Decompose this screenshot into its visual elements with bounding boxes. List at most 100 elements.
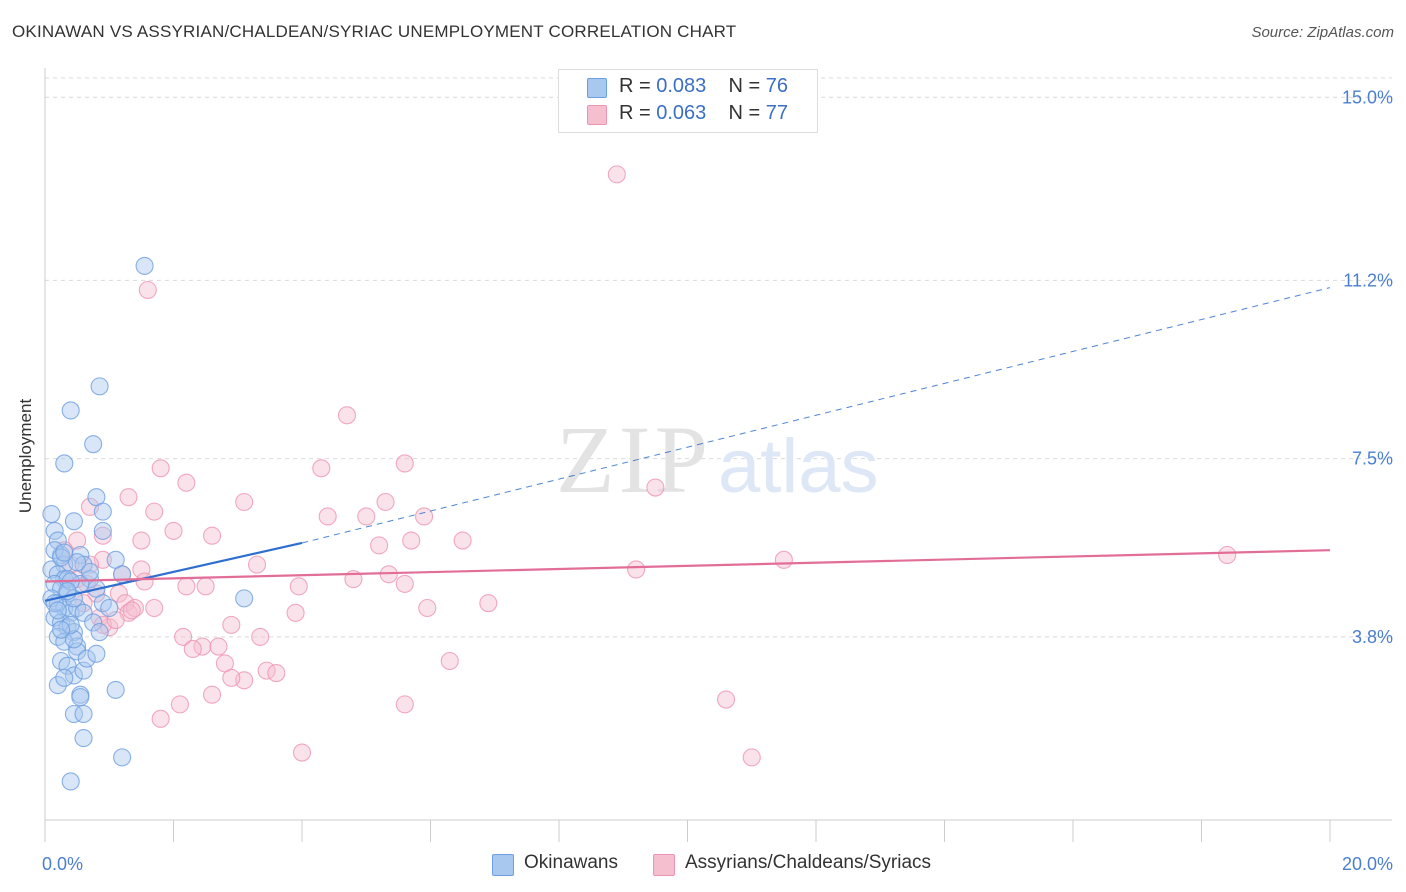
assyrians-point <box>289 577 308 596</box>
assyrians-point <box>415 507 434 526</box>
assyrians-point <box>135 572 154 591</box>
okinawans-point <box>90 623 109 642</box>
okinawans-point <box>61 772 80 791</box>
assyrians-point <box>132 531 151 550</box>
okinawans-point <box>64 704 83 724</box>
assyrians-point <box>145 598 164 618</box>
assyrians-swatch <box>587 105 607 125</box>
okinawans-point <box>74 704 93 724</box>
r-value: 0.063 <box>656 102 707 124</box>
assyrians-point <box>395 695 414 714</box>
watermark-atlas: atlas <box>718 424 879 509</box>
okinawans-point <box>80 570 100 589</box>
trend-lines <box>44 287 1331 602</box>
okinawans-point <box>90 377 109 396</box>
okinawans-point <box>48 676 67 695</box>
assyrians-point <box>209 637 228 656</box>
okinawans-trend-line <box>44 541 303 602</box>
assyrians-point <box>370 536 389 555</box>
okinawans-point <box>55 668 74 687</box>
okinawans-point <box>93 521 112 540</box>
okinawans-point <box>71 688 90 707</box>
okinawans-point <box>106 680 125 699</box>
assyrians-point <box>125 598 144 618</box>
assyrians-point <box>196 577 215 596</box>
series-okinawans-points <box>42 256 254 791</box>
assyrians-point <box>151 709 170 728</box>
okinawans-point <box>74 729 93 748</box>
n-value: 77 <box>765 102 789 124</box>
okinawans-point <box>42 504 61 524</box>
assyrians-point <box>337 406 357 425</box>
assyrians-point <box>627 560 646 579</box>
r-label: R = <box>619 102 651 124</box>
assyrians-point <box>119 488 138 507</box>
correlation-legend: R = 0.083 N = 76 R = 0.063 N = 77 <box>558 69 818 133</box>
watermark-zip: ZIP <box>556 406 712 513</box>
assyrians-point <box>440 651 459 671</box>
okinawans-point <box>61 401 80 420</box>
assyrians-point <box>402 531 421 550</box>
assyrians-point <box>479 594 498 613</box>
okinawans-point <box>45 521 64 540</box>
assyrians-point <box>357 507 376 526</box>
n-value: 76 <box>765 75 789 97</box>
okinawans-swatch <box>587 78 607 98</box>
assyrians-point <box>774 550 793 569</box>
assyrians-point <box>151 459 170 478</box>
okinawans-point <box>84 613 103 632</box>
assyrians-point <box>164 521 183 540</box>
assyrians-point <box>122 601 141 620</box>
assyrians-point <box>68 531 87 550</box>
assyrians-point <box>174 627 193 646</box>
assyrians-point <box>203 685 222 704</box>
assyrians-point <box>177 577 196 596</box>
legend-text-okinawans: R = 0.083 N = 76 <box>619 75 788 98</box>
okinawans-point <box>74 603 93 622</box>
assyrians-point <box>286 603 305 622</box>
okinawans-point <box>135 256 154 275</box>
assyrians-point <box>395 454 414 473</box>
assyrians-point <box>312 459 331 478</box>
okinawans-point <box>113 748 132 767</box>
assyrians-point <box>222 615 241 634</box>
assyrians-point <box>318 507 337 526</box>
assyrians-point <box>235 492 254 512</box>
assyrians-point <box>222 668 241 687</box>
assyrians-point <box>247 555 267 574</box>
assyrians-point <box>453 531 472 550</box>
assyrians-point <box>646 478 665 497</box>
okinawans-point <box>87 644 106 663</box>
assyrians-point <box>138 280 157 300</box>
assyrians-point <box>716 690 736 709</box>
n-label: N = <box>728 75 761 97</box>
okinawans-point <box>68 553 87 572</box>
okinawans-point <box>52 620 71 639</box>
okinawans-point <box>100 598 119 618</box>
assyrians-point <box>203 526 222 545</box>
okinawans-point <box>235 589 254 608</box>
okinawans-point <box>64 630 83 649</box>
assyrians-point <box>183 639 202 659</box>
assyrians-swatch <box>653 854 675 876</box>
y-tick-label: 7.5% <box>1352 449 1393 469</box>
r-label: R = <box>619 75 651 97</box>
watermark: ZIP atlas <box>556 406 879 513</box>
y-tick-label: 15.0% <box>1342 87 1393 107</box>
source-credit: Source: ZipAtlas.com <box>1251 24 1394 41</box>
axes-layer <box>44 68 1392 842</box>
assyrians-point <box>395 574 414 593</box>
assyrians-point <box>145 502 164 521</box>
okinawans-point <box>55 543 74 562</box>
assyrians-point <box>376 492 395 512</box>
okinawans-label: Okinawans <box>524 852 618 873</box>
assyrians-point <box>251 627 270 646</box>
series-assyrians-points <box>55 165 1237 767</box>
y-tick-label: 11.2% <box>1343 270 1393 290</box>
legend-text-assyrians: R = 0.063 N = 77 <box>619 102 788 125</box>
tick-labels: 3.8% 7.5% 11.2% 15.0% 0.0% 20.0% <box>42 87 1393 874</box>
okinawans-point <box>77 649 96 668</box>
assyrians-point <box>170 695 189 714</box>
assyrians-point <box>132 560 151 579</box>
